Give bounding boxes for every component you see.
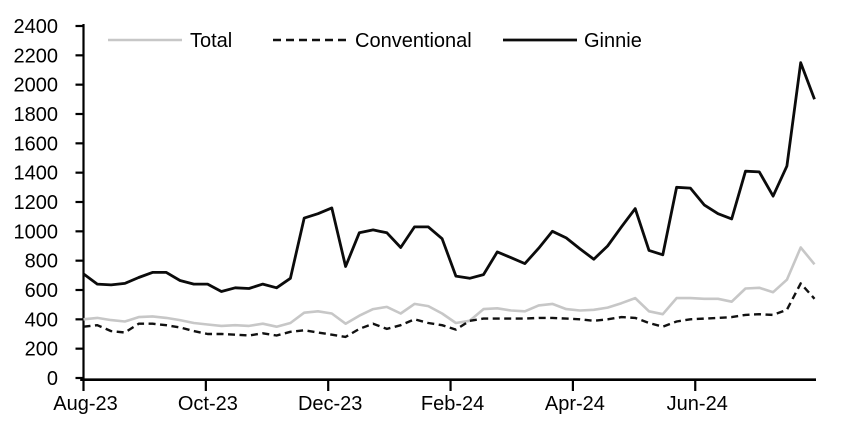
legend-label-conventional: Conventional — [355, 30, 472, 52]
series-line-ginnie — [82, 61, 816, 293]
y-tick-label: 1600 — [14, 133, 59, 155]
y-tick-label: 1800 — [14, 104, 59, 126]
series-line-conventional — [83, 282, 816, 339]
y-tick-label: 800 — [25, 251, 58, 273]
y-tick-label: 1000 — [14, 221, 59, 243]
x-tick-label: Dec-23 — [298, 393, 362, 415]
legend-label-ginnie: Ginnie — [584, 30, 642, 52]
x-tick-label: Jun-24 — [667, 393, 728, 415]
plot-area: 0 200 400 600 800 1000 1200 1400 1600 1800 2000 220… — [14, 16, 816, 415]
legend-label-total: Total — [190, 30, 232, 52]
y-tick-label: 2400 — [14, 16, 59, 38]
y-tick-label: 0 — [47, 368, 58, 390]
legend: Total Conventional Ginnie — [108, 30, 642, 52]
y-tick-label: 200 — [25, 339, 58, 361]
y-tick-label: 600 — [25, 280, 58, 302]
y-tick-label: 2200 — [14, 45, 59, 67]
y-tick-label: 2000 — [14, 75, 59, 97]
y-tick-label: 1400 — [14, 163, 59, 185]
x-tick-label: Oct-23 — [178, 393, 238, 415]
x-tick-label: Apr-24 — [545, 393, 605, 415]
x-tick-label: Aug-23 — [53, 393, 118, 415]
series-line-total — [83, 246, 816, 329]
y-tick-label: 400 — [25, 309, 58, 331]
x-tick-label: Feb-24 — [421, 393, 484, 415]
y-tick-label: 1200 — [14, 192, 59, 214]
